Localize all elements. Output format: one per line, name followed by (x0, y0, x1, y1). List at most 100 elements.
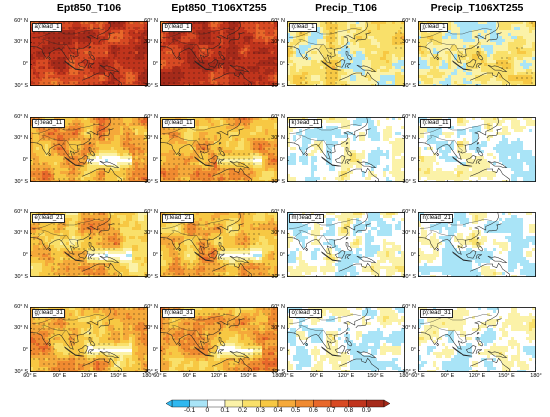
coastlines (160, 307, 252, 372)
panel-label: b):lead_1 (162, 23, 193, 32)
significance-stipples (33, 308, 145, 370)
coastlines (287, 21, 379, 86)
panel-label: c):lead_11 (32, 119, 65, 128)
latitude-tick-label: 60° N (402, 17, 416, 24)
colorbar-swatch (224, 399, 243, 408)
longitude-tick-label: 90° E (52, 373, 67, 379)
latitude-tick-label: 30° S (402, 178, 416, 185)
panel-label: j):lead_1 (420, 23, 449, 32)
map-panel-clead_11 (30, 117, 148, 182)
axis-ticks (287, 212, 405, 277)
coastlines (160, 117, 252, 182)
colorbar-swatch (171, 399, 190, 408)
latitude-tick-label: 0° (279, 60, 285, 67)
coastlines (418, 212, 510, 277)
field-cells (30, 21, 148, 86)
colorbar-low-arrow (166, 399, 173, 408)
axis-ticks (160, 212, 278, 277)
axis-ticks (418, 21, 536, 86)
latitude-tick-label: 30° N (144, 39, 158, 46)
axis-ticks (160, 307, 278, 372)
latitude-tick-label: 0° (410, 346, 416, 353)
latitude-tick-label: 60° N (14, 303, 28, 310)
panel-label: g):lead_31 (32, 309, 66, 318)
latitude-tick-label: 0° (22, 156, 28, 163)
longitude-tick-label: 60° E (411, 373, 425, 379)
axis-ticks (418, 117, 536, 182)
field-cells (30, 212, 148, 277)
panel-label: o):lead_31 (289, 309, 323, 318)
latitude-tick-label: 0° (22, 346, 28, 353)
latitude-tick-label: 60° N (402, 208, 416, 215)
colorbar-tick-label: 0 (205, 407, 210, 414)
map-panel-alead_1 (30, 21, 148, 86)
coastlines (30, 212, 122, 277)
colorbar-tick-label: 0.7 (326, 407, 336, 414)
latitude-tick-label: 30° S (271, 273, 285, 280)
axis-ticks (418, 307, 536, 372)
coastlines (287, 307, 379, 372)
latitude-tick-label: 60° N (144, 17, 158, 24)
panel-label: m):lead_21 (289, 214, 325, 223)
panel-label: h):lead_31 (162, 309, 196, 318)
longitude-tick-label: 150° E (498, 373, 515, 379)
latitude-tick-label: 0° (279, 251, 285, 258)
latitude-tick-label: 0° (152, 60, 158, 67)
coastlines (30, 307, 122, 372)
latitude-tick-label: 0° (22, 251, 28, 258)
latitude-tick-label: 0° (152, 156, 158, 163)
latitude-tick-label: 60° N (144, 113, 158, 120)
latitude-tick-label: 30° N (144, 230, 158, 237)
significance-stipples (163, 22, 275, 84)
latitude-tick-label: 0° (279, 156, 285, 163)
colorbar (166, 399, 390, 408)
latitude-tick-label: 0° (152, 251, 158, 258)
longitude-tick-label: 150° E (367, 373, 384, 379)
column-title: Precip_T106XT255 (430, 2, 524, 14)
map-panel-dlead_11 (160, 117, 278, 182)
colorbar-swatch (348, 399, 367, 408)
panel-label: e):lead_21 (32, 214, 66, 223)
field-cells (30, 307, 148, 372)
latitude-tick-label: 30° N (14, 39, 28, 46)
panel-label: a):lead_1 (32, 23, 63, 32)
column-title: Ept850_T106 (56, 2, 122, 14)
longitude-tick-label: 180° (530, 373, 542, 379)
latitude-tick-label: 30° S (144, 178, 158, 185)
field-cells (287, 307, 405, 372)
latitude-tick-label: 60° N (402, 113, 416, 120)
coastlines (160, 21, 252, 86)
colorbar-tick-label: 0.6 (308, 407, 318, 414)
axis-ticks (287, 307, 405, 372)
longitude-tick-label: 60° E (23, 373, 37, 379)
latitude-tick-label: 60° N (271, 208, 285, 215)
colorbar-tick-label: 0.5 (291, 407, 301, 414)
longitude-tick-label: 60° E (280, 373, 294, 379)
axis-ticks (418, 212, 536, 277)
latitude-tick-label: 60° N (402, 303, 416, 310)
longitude-tick-label: 150° E (240, 373, 257, 379)
latitude-tick-label: 30° N (14, 325, 28, 332)
colorbar-swatch (242, 399, 261, 408)
latitude-tick-label: 30° S (271, 178, 285, 185)
latitude-tick-label: 0° (410, 60, 416, 67)
significance-stipples (163, 213, 275, 275)
column-title: Precip_T106 (315, 2, 377, 14)
longitude-tick-label: 120° E (80, 373, 98, 379)
colorbar-tick-label: 0.1 (220, 407, 230, 414)
panel-label: n):lead_21 (420, 214, 454, 223)
latitude-tick-label: 30° S (14, 273, 28, 280)
colorbar-swatch (295, 399, 314, 408)
latitude-tick-label: 30° N (402, 39, 416, 46)
longitude-tick-label: 150° E (110, 373, 127, 379)
panel-label: l):lead_11 (420, 119, 451, 128)
colorbar-swatch (277, 399, 296, 408)
latitude-tick-label: 30° S (402, 368, 416, 375)
column-title: Ept850_T106XT255 (171, 2, 267, 14)
longitude-tick-label: 120° E (337, 373, 355, 379)
coastlines (30, 117, 122, 182)
colorbar-swatch (189, 399, 208, 408)
axis-ticks (30, 21, 148, 86)
coastlines (418, 21, 510, 86)
latitude-tick-label: 30° N (14, 230, 28, 237)
